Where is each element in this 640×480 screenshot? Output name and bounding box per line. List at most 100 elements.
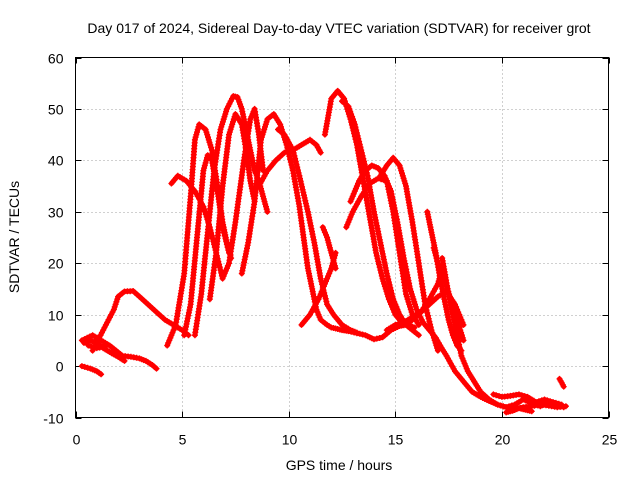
- x-axis-label: GPS time / hours: [286, 457, 393, 473]
- series-arc-15: [319, 224, 339, 272]
- data-point-marker: [295, 169, 302, 176]
- data-point-marker: [460, 337, 467, 344]
- data-point-marker: [292, 155, 299, 162]
- data-point-marker: [332, 265, 339, 272]
- data-point-marker: [221, 232, 228, 239]
- data-point-marker: [544, 397, 551, 404]
- data-point-marker: [359, 331, 366, 338]
- data-point-marker: [388, 290, 395, 297]
- data-point-marker: [386, 281, 393, 288]
- series-arc-24: [439, 255, 569, 412]
- data-point-marker: [541, 396, 548, 403]
- data-point-marker: [426, 318, 433, 325]
- data-point-marker: [222, 235, 229, 242]
- data-point-marker: [360, 155, 367, 162]
- data-point-marker: [425, 312, 431, 319]
- data-point-marker: [560, 383, 567, 390]
- data-point-marker: [355, 135, 362, 142]
- data-point-marker: [223, 238, 230, 245]
- x-tick-label: 0: [73, 432, 81, 448]
- data-point-marker: [358, 147, 365, 154]
- data-point-marker: [301, 194, 308, 201]
- data-point-marker: [294, 164, 301, 171]
- data-point-marker: [516, 391, 522, 398]
- data-point-marker: [518, 392, 525, 399]
- series-layer: [78, 87, 569, 416]
- data-point-marker: [497, 402, 504, 409]
- data-point-marker: [528, 408, 535, 415]
- data-point-marker: [216, 264, 223, 271]
- series-arc-26: [490, 391, 565, 408]
- data-point-marker: [153, 365, 160, 372]
- series-arc-3: [78, 363, 105, 378]
- data-point-marker: [496, 393, 503, 400]
- data-point-marker: [361, 161, 368, 168]
- data-point-marker: [81, 363, 88, 370]
- data-point-marker: [356, 141, 363, 148]
- data-point-marker: [384, 273, 391, 280]
- data-point-marker: [284, 148, 291, 155]
- data-point-marker: [506, 403, 512, 410]
- data-point-marker: [374, 255, 381, 262]
- data-point-marker: [389, 293, 396, 300]
- y-tick-label: 10: [48, 308, 64, 324]
- y-tick-label: 30: [48, 205, 64, 221]
- data-point-marker: [291, 152, 298, 159]
- data-point-marker: [91, 344, 97, 351]
- data-point-marker: [550, 399, 557, 406]
- x-tick-label: 5: [179, 432, 187, 448]
- data-point-marker: [387, 284, 394, 291]
- data-point-marker: [521, 393, 528, 400]
- data-point-marker: [398, 320, 404, 327]
- data-point-marker: [538, 397, 545, 404]
- x-tick-label: 15: [388, 432, 404, 448]
- data-point-marker: [228, 255, 235, 262]
- data-point-marker: [555, 400, 562, 407]
- data-point-marker: [558, 401, 565, 408]
- data-point-marker: [500, 403, 507, 410]
- data-point-marker: [293, 161, 300, 168]
- x-tick-label: 20: [495, 432, 511, 448]
- grid: [75, 57, 609, 418]
- data-point-marker: [424, 309, 431, 316]
- data-point-marker: [98, 371, 105, 378]
- x-tick-label: 25: [602, 432, 618, 448]
- data-point-marker: [304, 206, 311, 212]
- data-point-marker: [493, 392, 500, 399]
- data-point-marker: [321, 292, 328, 299]
- data-point-marker: [217, 267, 224, 274]
- x-tick-label: 10: [282, 432, 298, 448]
- data-point-marker: [533, 399, 539, 406]
- data-point-marker: [376, 261, 382, 268]
- data-point-marker: [223, 241, 230, 248]
- data-point-marker: [290, 149, 297, 156]
- data-point-marker: [354, 132, 361, 139]
- data-point-marker: [359, 152, 366, 159]
- data-point-marker: [376, 264, 383, 271]
- data-point-marker: [535, 398, 542, 405]
- x-tick-labels: 0 5 10 15 20 25: [73, 432, 618, 448]
- data-point-marker: [302, 200, 309, 207]
- data-point-marker: [388, 287, 394, 294]
- data-point-marker: [292, 158, 299, 165]
- data-point-marker: [361, 158, 367, 165]
- data-point-marker: [300, 189, 307, 196]
- data-point-marker: [226, 249, 232, 256]
- chart-title: Day 017 of 2024, Sidereal Day-to-day VTE…: [87, 20, 590, 36]
- y-tick-label: 20: [48, 256, 64, 272]
- data-point-marker: [323, 298, 330, 305]
- series-arc-28: [556, 375, 567, 390]
- data-point-marker: [297, 175, 303, 182]
- data-point-marker: [299, 186, 306, 193]
- data-point-marker: [377, 267, 384, 274]
- data-point-marker: [102, 343, 109, 350]
- data-point-marker: [490, 391, 497, 398]
- data-point-marker: [351, 121, 358, 128]
- data-point-marker: [378, 269, 385, 276]
- series-arc-17: [339, 98, 422, 339]
- data-point-marker: [434, 347, 441, 354]
- data-point-marker: [427, 324, 434, 331]
- data-point-marker: [225, 247, 232, 254]
- y-tick-label: 40: [48, 153, 64, 169]
